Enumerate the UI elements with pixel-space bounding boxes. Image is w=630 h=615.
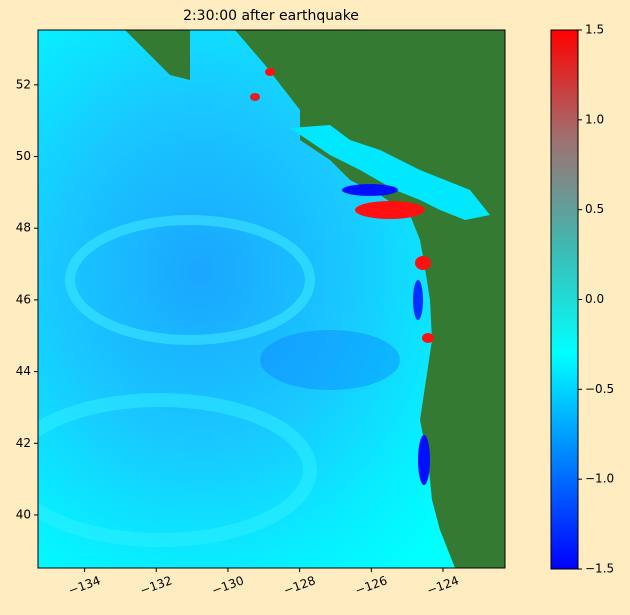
colorbar <box>550 29 579 570</box>
wave-crest <box>355 201 425 219</box>
x-tick-label: −130 <box>210 573 246 597</box>
colorbar-tick-label: 1.0 <box>585 112 604 126</box>
wave-trough <box>260 330 400 390</box>
wave-crest <box>265 68 275 76</box>
y-tick-label: 44 <box>16 364 31 378</box>
inland-sea <box>290 125 490 220</box>
wave-trough <box>418 435 430 485</box>
chart-title: 2:30:00 after earthquake <box>183 8 359 24</box>
x-tick-label: −132 <box>138 573 174 597</box>
colorbar-tick-label: 0.5 <box>585 202 604 216</box>
wave-trough <box>413 280 423 320</box>
wave-trough <box>342 184 398 196</box>
y-tick-label: 42 <box>16 436 31 450</box>
y-tick-label: 40 <box>16 507 31 521</box>
x-tick-label: −128 <box>282 573 318 597</box>
colorbar-tick-label: −0.5 <box>585 382 614 396</box>
y-tick-label: 48 <box>16 221 31 235</box>
y-tick-label: 52 <box>16 77 31 91</box>
land <box>125 30 190 80</box>
colorbar-tick-label: −1.0 <box>585 472 614 486</box>
plot-frame <box>37 29 506 569</box>
map <box>38 30 505 568</box>
x-tick-label: −126 <box>353 573 389 597</box>
wave-crest <box>250 93 260 101</box>
wave-crest <box>422 333 434 343</box>
y-tick-label: 46 <box>16 292 31 306</box>
wave-crest <box>415 256 431 270</box>
y-tick-label: 50 <box>16 149 31 163</box>
colorbar-tick-label: −1.5 <box>585 562 614 576</box>
x-tick-label: −134 <box>67 573 103 597</box>
colorbar-tick-label: 1.5 <box>585 23 604 37</box>
wave-front <box>65 215 315 345</box>
wave-front <box>38 393 317 547</box>
land <box>235 30 505 568</box>
x-tick-label: −124 <box>425 573 461 597</box>
colorbar-tick-label: 0.0 <box>585 292 604 306</box>
